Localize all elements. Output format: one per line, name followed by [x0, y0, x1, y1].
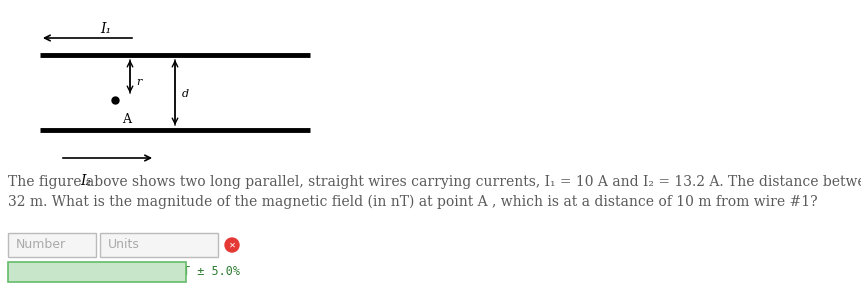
- FancyBboxPatch shape: [100, 233, 218, 257]
- Text: r: r: [136, 77, 141, 87]
- Text: A: A: [122, 113, 131, 126]
- Text: I₂: I₂: [80, 174, 91, 188]
- Text: Number: Number: [16, 238, 66, 252]
- Text: Units: Units: [108, 238, 139, 252]
- Text: Correct response:  320 nT ± 5.0%: Correct response: 320 nT ± 5.0%: [12, 266, 239, 278]
- FancyBboxPatch shape: [8, 233, 96, 257]
- FancyBboxPatch shape: [8, 262, 186, 282]
- Text: I₁: I₁: [100, 22, 111, 36]
- Circle shape: [225, 238, 238, 252]
- Text: The figure above shows two long parallel, straight wires carrying currents, I₁ =: The figure above shows two long parallel…: [8, 175, 861, 209]
- Text: ✕: ✕: [228, 240, 235, 250]
- Text: d: d: [182, 89, 189, 99]
